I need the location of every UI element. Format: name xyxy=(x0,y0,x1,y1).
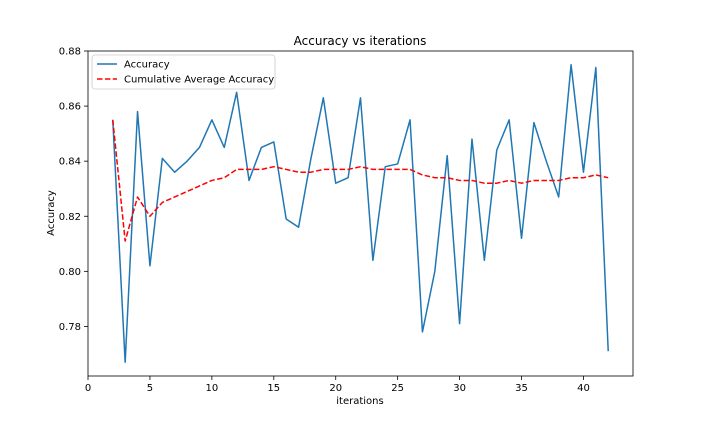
plot-frame xyxy=(87,50,634,377)
x-tick-label: 10 xyxy=(205,383,218,394)
y-tick-label: 0.84 xyxy=(59,157,81,168)
x-tick-label: 40 xyxy=(577,383,590,394)
x-tick-label: 5 xyxy=(147,383,153,394)
chart-title: Accuracy vs iterations xyxy=(294,34,427,48)
cumulative-average-line xyxy=(112,119,609,242)
x-tick-label: 30 xyxy=(453,383,466,394)
y-tick-label: 0.82 xyxy=(59,212,81,223)
x-tick-label: 20 xyxy=(329,383,342,394)
x-axis-label: iterations xyxy=(336,396,383,407)
x-axis-ticks: 0 5 10 15 20 25 30 35 40 xyxy=(85,376,590,394)
y-tick-label: 0.88 xyxy=(59,47,81,58)
y-axis-label: Accuracy xyxy=(46,190,57,236)
accuracy-line xyxy=(112,64,609,363)
x-tick-label: 35 xyxy=(515,383,528,394)
x-tick-label: 25 xyxy=(391,383,404,394)
x-tick-label: 15 xyxy=(267,383,280,394)
series-layer xyxy=(112,64,609,363)
legend: Accuracy Cumulative Average Accuracy xyxy=(91,54,276,90)
y-tick-label: 0.78 xyxy=(59,322,81,333)
y-axis-ticks: 0.78 0.80 0.82 0.84 0.86 0.88 xyxy=(59,47,88,333)
y-tick-label: 0.86 xyxy=(59,102,81,113)
legend-label-cumulative-average: Cumulative Average Accuracy xyxy=(124,75,274,86)
legend-label-accuracy: Accuracy xyxy=(124,60,170,71)
x-tick-label: 0 xyxy=(85,383,91,394)
legend-box xyxy=(91,54,276,90)
y-tick-label: 0.80 xyxy=(59,267,81,278)
